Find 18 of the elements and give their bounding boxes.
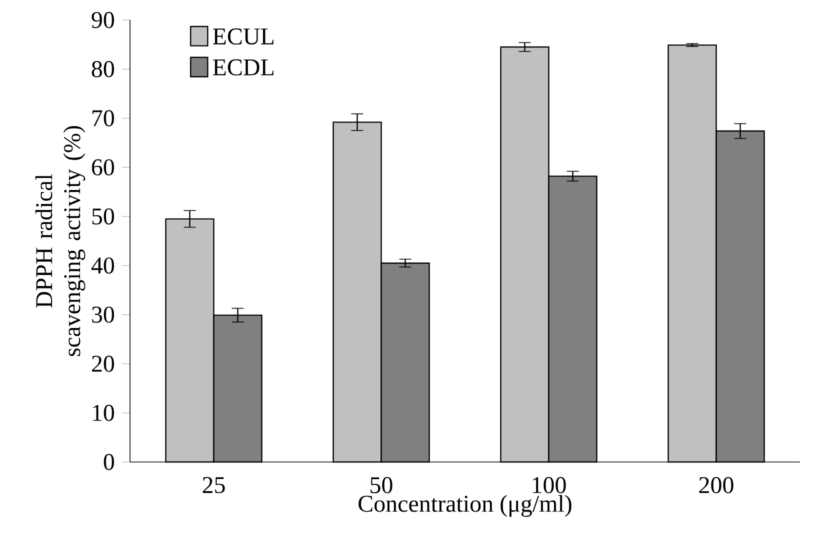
y-axis-title: DPPH radical scavenging activity (%) (35, 126, 86, 356)
y-tick-label: 20 (92, 356, 114, 372)
x-tick-label: 50 (370, 477, 392, 494)
x-tick-label: 25 (202, 477, 225, 494)
y-tick-label: 10 (93, 404, 114, 421)
y-tick-label: 40 (91, 257, 114, 274)
y-tick-label: 60 (92, 159, 114, 176)
y-tick-label: 50 (92, 208, 114, 225)
legend-label: ECUL (212, 28, 274, 45)
x-axis-title: Concentration (μg/ml) (358, 494, 572, 517)
x-tick-label: 200 (699, 477, 734, 494)
x-tick-label: 100 (532, 477, 566, 494)
y-tick-label: 90 (92, 12, 114, 28)
legend-label: ECDL (212, 59, 274, 76)
y-tick-label: 70 (92, 110, 114, 126)
y-tick-label: 80 (92, 61, 114, 78)
y-tick-label: 30 (92, 306, 114, 323)
y-tick-label: 0 (104, 454, 114, 470)
